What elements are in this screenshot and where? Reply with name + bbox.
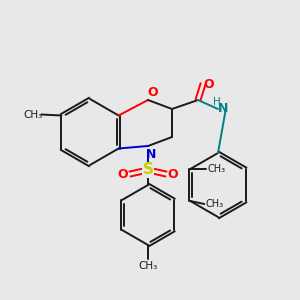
Text: N: N xyxy=(146,148,156,160)
Text: O: O xyxy=(168,167,178,181)
Text: H: H xyxy=(213,97,221,107)
Text: N: N xyxy=(218,101,228,115)
Text: CH₃: CH₃ xyxy=(205,199,223,209)
Text: S: S xyxy=(142,163,154,178)
Text: CH₃: CH₃ xyxy=(207,164,225,174)
Text: O: O xyxy=(204,79,214,92)
Text: O: O xyxy=(118,167,128,181)
Text: CH₃: CH₃ xyxy=(24,110,43,119)
Text: O: O xyxy=(148,86,158,100)
Text: CH₃: CH₃ xyxy=(138,261,158,271)
